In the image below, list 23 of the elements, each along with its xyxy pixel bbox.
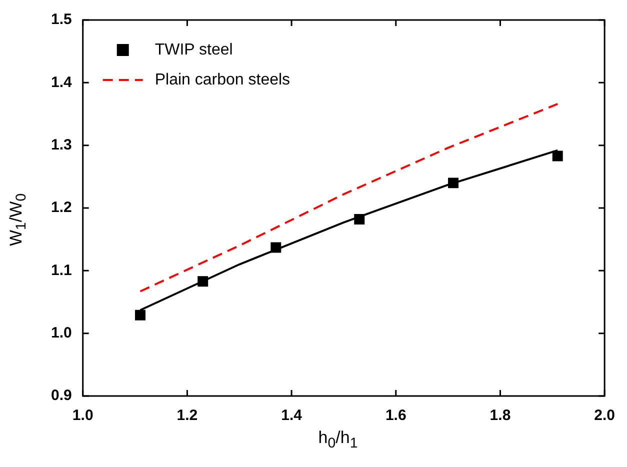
legend-label: TWIP steel (154, 41, 233, 58)
point (552, 150, 563, 162)
y-tick-label: 0.9 (50, 387, 72, 404)
y-tick-label: 1.1 (50, 262, 72, 279)
y-tick-label: 1.0 (50, 324, 72, 342)
point (135, 310, 146, 320)
x-tick-label: 1.0 (72, 407, 94, 424)
y-tick-label: 1.4 (50, 74, 72, 91)
x-tick-label: 1.4 (281, 407, 303, 424)
legend-label: Plain carbon steels (154, 71, 290, 88)
point (448, 178, 459, 188)
point (354, 214, 365, 225)
x-tick-label: 1.6 (385, 407, 406, 424)
y-tick-label: 1.5 (50, 11, 72, 28)
y-tick-label: 1.3 (50, 136, 72, 154)
x-tick-label: 1.8 (490, 407, 511, 424)
x-axis-title: h$_{0}$/h$_{1}$ (317, 428, 359, 452)
x-tick-label: 2.0 (594, 407, 616, 424)
point (198, 276, 208, 287)
point (270, 242, 282, 253)
line-series (139, 102, 559, 292)
x-tick-label: 1.2 (176, 407, 198, 424)
y-tick-label: 1.2 (50, 199, 72, 216)
